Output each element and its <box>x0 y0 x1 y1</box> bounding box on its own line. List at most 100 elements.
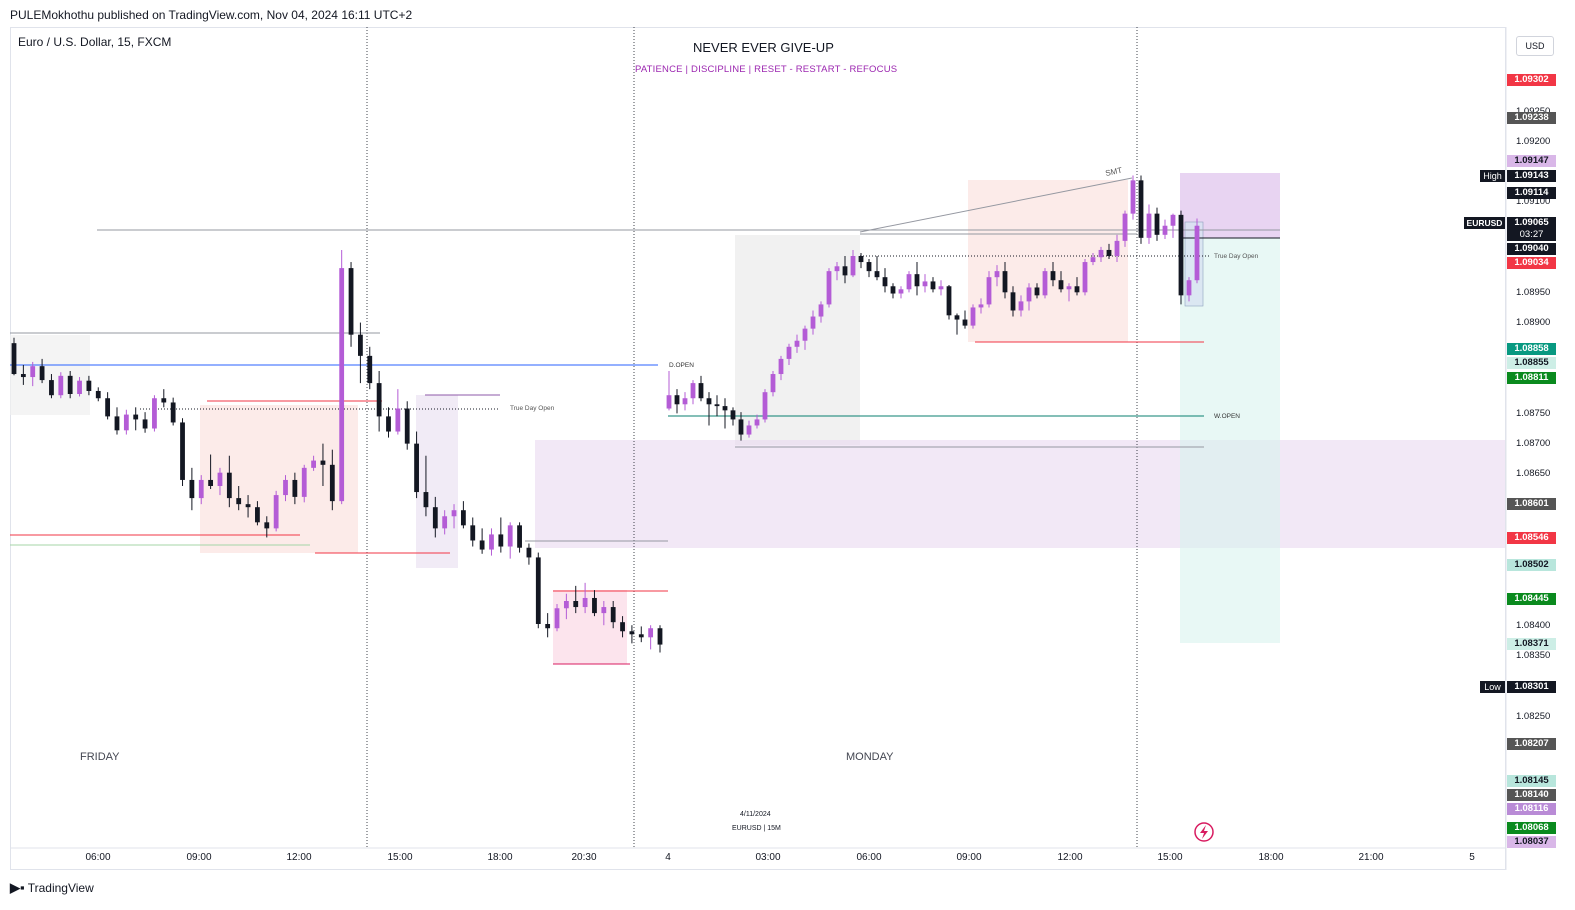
price-tag: 1.08207 <box>1507 738 1556 750</box>
candle-body <box>545 624 551 629</box>
candle-body <box>1130 180 1136 214</box>
candle-body <box>986 277 992 305</box>
candle-body <box>283 479 288 496</box>
london-range-box <box>968 180 1128 342</box>
candle-body <box>738 419 744 435</box>
candle-body <box>906 274 912 290</box>
time-label: 15:00 <box>1157 852 1183 863</box>
candle-body <box>970 307 976 326</box>
candle-body <box>850 256 856 276</box>
price-tag: 1.08502 <box>1507 559 1556 571</box>
candle-body <box>1010 292 1016 311</box>
candle-body <box>189 479 195 499</box>
candle-body <box>479 540 485 550</box>
candle-body <box>358 334 363 356</box>
candle-body <box>77 380 82 394</box>
candle-body <box>1098 249 1104 258</box>
price-tag: 1.08140 <box>1507 789 1556 801</box>
last-price-tag: 1.09065 03:27 <box>1507 217 1556 241</box>
price-tag: 1.09034 <box>1507 257 1556 269</box>
candle-body <box>414 443 419 493</box>
low-side-label: Low <box>1480 681 1505 693</box>
time-label: 12:00 <box>286 852 312 863</box>
candle-body <box>217 472 223 486</box>
candle-body <box>123 414 129 431</box>
candle-body <box>95 390 101 399</box>
price-tag: 1.08858 <box>1507 343 1556 355</box>
candle-body <box>1042 271 1048 296</box>
candle-body <box>573 601 579 608</box>
candle-body <box>451 510 457 517</box>
candle-body <box>858 256 864 263</box>
time-label: 4 <box>665 852 671 863</box>
candle-body <box>648 628 654 638</box>
candle-body <box>674 395 680 405</box>
candle-body <box>1106 249 1112 256</box>
candle-body <box>754 419 760 426</box>
true-day-open-label-2: True Day Open <box>1214 253 1259 260</box>
candle-body <box>432 507 438 529</box>
candle-body <box>386 416 391 432</box>
candle-body <box>526 547 532 558</box>
candle-body <box>563 601 569 609</box>
candle-body <box>1154 213 1160 235</box>
price-tag: 1.08546 <box>1507 532 1556 544</box>
price-tag: 1.09114 <box>1507 187 1556 199</box>
candle-body <box>320 460 326 465</box>
chart-subtitle: PATIENCE | DISCIPLINE | RESET - RESTART … <box>635 64 898 75</box>
lightning-icon[interactable] <box>1194 822 1214 842</box>
candle-body <box>778 358 784 375</box>
candle-body <box>554 608 560 629</box>
candle-body <box>11 343 17 375</box>
candle-body <box>376 383 382 417</box>
price-tag: 1.08037 <box>1507 836 1556 848</box>
true-day-open-label-1: True Day Open <box>510 405 555 412</box>
candle-body <box>938 286 944 290</box>
candle-body <box>866 262 872 272</box>
candle-body <box>1074 286 1080 293</box>
smt-divergence-line <box>859 177 1133 233</box>
candle-body <box>1058 280 1064 290</box>
price-tag: 1.08116 <box>1507 803 1556 815</box>
candle-body <box>620 622 625 632</box>
price-label: 1.08400 <box>1516 620 1551 631</box>
candle-body <box>898 289 904 294</box>
tradingview-logo[interactable]: ▶▪ TradingView <box>10 880 94 896</box>
candle-body <box>714 404 720 407</box>
candle-body <box>489 534 494 550</box>
candle-body <box>198 479 204 499</box>
currency-selector[interactable]: USD <box>1516 36 1554 56</box>
candle-body <box>946 286 952 316</box>
candle-body <box>292 479 298 497</box>
candle-body <box>1002 271 1008 293</box>
candle-body <box>762 392 768 420</box>
candle-body <box>152 398 157 429</box>
candle-body <box>914 274 920 287</box>
candle-body <box>517 525 522 548</box>
candle-body <box>1178 214 1184 296</box>
time-label: 15:00 <box>387 852 413 863</box>
symbol-legend[interactable]: Euro / U.S. Dollar, 15, FXCM <box>18 35 172 49</box>
price-label: 1.08650 <box>1516 468 1551 479</box>
candle-body <box>786 346 792 359</box>
time-label: 20:30 <box>571 852 597 863</box>
low-price-tag: 1.08301 <box>1507 681 1556 693</box>
price-tag: 1.08601 <box>1507 498 1556 510</box>
candle-body <box>329 464 335 502</box>
candle-body <box>460 510 466 526</box>
tradingview-brand-text: TradingView <box>27 881 94 895</box>
candle-body <box>834 266 840 272</box>
candle-body <box>1194 225 1200 281</box>
time-label: 06:00 <box>85 852 111 863</box>
symbol-side-label: EURUSD <box>1464 217 1505 229</box>
candle-body <box>245 504 251 508</box>
price-label: 1.09250 <box>1516 106 1550 117</box>
candle-body <box>30 366 36 378</box>
candle-body <box>1050 271 1056 281</box>
price-label: 1.08250 <box>1516 711 1551 722</box>
candle-body <box>49 380 54 396</box>
price-tag: 1.08068 <box>1507 822 1556 834</box>
candle-body <box>706 398 712 405</box>
tradingview-logo-icon: ▶▪ <box>10 880 25 895</box>
